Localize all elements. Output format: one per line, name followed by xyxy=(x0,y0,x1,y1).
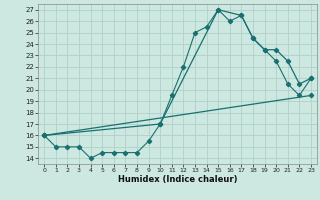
X-axis label: Humidex (Indice chaleur): Humidex (Indice chaleur) xyxy=(118,175,237,184)
